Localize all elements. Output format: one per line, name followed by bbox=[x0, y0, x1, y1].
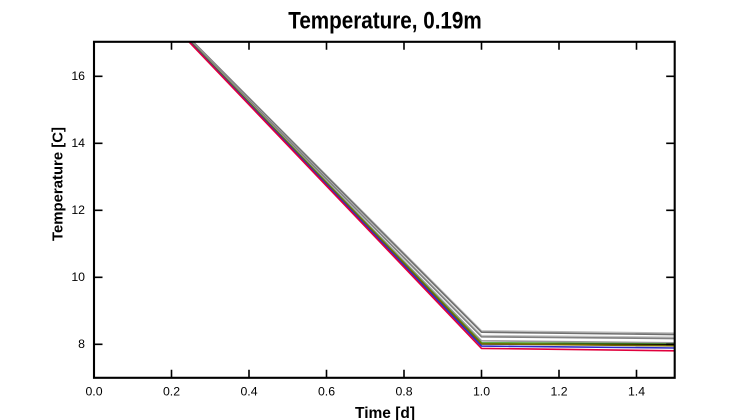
svg-text:0.8: 0.8 bbox=[395, 385, 412, 399]
svg-text:0.6: 0.6 bbox=[318, 385, 335, 399]
svg-text:1.2: 1.2 bbox=[550, 385, 567, 399]
svg-text:1.4: 1.4 bbox=[628, 385, 645, 399]
svg-text:Temperature [C]: Temperature [C] bbox=[50, 127, 66, 241]
svg-text:Temperature, 0.19m: Temperature, 0.19m bbox=[288, 8, 482, 35]
svg-text:16: 16 bbox=[71, 69, 85, 83]
svg-text:0.4: 0.4 bbox=[240, 385, 257, 399]
svg-text:14: 14 bbox=[71, 136, 85, 150]
svg-text:0.2: 0.2 bbox=[163, 385, 180, 399]
svg-text:12: 12 bbox=[71, 203, 85, 217]
svg-text:10: 10 bbox=[71, 270, 85, 284]
svg-text:8: 8 bbox=[78, 337, 85, 351]
svg-text:Time [d]: Time [d] bbox=[355, 405, 415, 420]
svg-text:0.0: 0.0 bbox=[85, 385, 102, 399]
svg-text:1.0: 1.0 bbox=[473, 385, 490, 399]
